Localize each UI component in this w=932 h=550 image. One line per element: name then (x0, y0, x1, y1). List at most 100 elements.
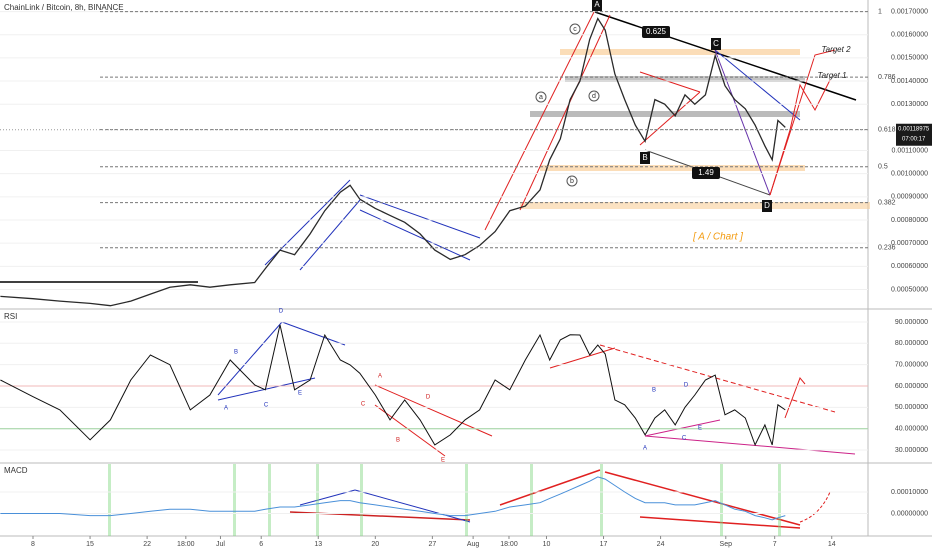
y-tick-label: 0.00130000 (891, 101, 928, 108)
y-tick-label: 0.00090000 (891, 194, 928, 201)
annotation: D (684, 383, 689, 389)
y-tick-label: 0.00140000 (891, 78, 928, 85)
x-tick-label: 20 (371, 541, 379, 548)
highlight (720, 464, 723, 536)
projection (769, 49, 836, 196)
y-tick-label: 0.00050000 (891, 286, 928, 293)
y-tick-label: 80.000000 (895, 340, 928, 347)
annotation: [ A / Chart ] (692, 232, 743, 243)
trend-line (217, 321, 283, 396)
trend-line (374, 384, 493, 437)
trend-line (299, 199, 361, 271)
annotation: B (642, 153, 647, 162)
fib-label: 0.236 (878, 245, 896, 252)
x-tick-label: 22 (143, 541, 151, 548)
y-tick-label: 40.000000 (895, 426, 928, 433)
y-tick-label: 90.000000 (895, 319, 928, 326)
series-line (0, 324, 786, 447)
x-tick-label: Sep (720, 541, 733, 548)
annotation: a (539, 94, 543, 101)
y-tick-label: 0.00000000 (891, 510, 928, 517)
x-tick-label: 8 (31, 541, 35, 548)
series-line (0, 476, 786, 521)
label-circle (566, 175, 578, 187)
annotation: E (298, 391, 302, 397)
annotation: A (643, 446, 647, 452)
x-tick-label: 7 (773, 541, 777, 548)
highlight (233, 464, 236, 536)
x-tick-label: 18:00 (500, 541, 518, 548)
y-tick-label: 0.00080000 (891, 217, 928, 224)
series-line (0, 17, 786, 307)
annotation: C (713, 39, 719, 48)
projection (769, 79, 831, 196)
annotation: D (426, 395, 431, 401)
y-tick-label: 0.00070000 (891, 240, 928, 247)
panel-title: RSI (4, 312, 17, 321)
annotation: 0.625 (646, 27, 667, 36)
y-tick-label: 0.00100000 (891, 171, 928, 178)
trend-line (594, 11, 857, 101)
annotation: A (594, 0, 600, 9)
highlight (465, 464, 468, 536)
highlight (268, 464, 271, 536)
panel-title: MACD (4, 466, 28, 475)
x-tick-label: 15 (86, 541, 94, 548)
x-tick-label: 10 (543, 541, 551, 548)
label-box (692, 167, 720, 179)
trend-line (217, 377, 316, 401)
trend-line (359, 209, 471, 261)
label-box (642, 26, 670, 38)
trend-line (604, 471, 801, 526)
label-circle (588, 90, 600, 102)
x-tick-label: 13 (314, 541, 322, 548)
last-price-box (896, 123, 932, 146)
trend-line (714, 49, 771, 196)
annotation: Target 2 (821, 45, 851, 54)
annotation: d (592, 93, 596, 100)
projection (784, 377, 806, 419)
y-tick-label: 70.000000 (895, 361, 928, 368)
x-tick-label: Jul (216, 541, 225, 548)
y-tick-label: 60.000000 (895, 383, 928, 390)
annotation: B (652, 388, 656, 394)
highlight (778, 464, 781, 536)
highlight (530, 464, 533, 536)
last-price-label: 0.00118975 (898, 126, 930, 132)
x-tick-label: 27 (428, 541, 436, 548)
trend-line (519, 14, 611, 211)
x-tick-label: Aug (467, 541, 480, 548)
trend-line (714, 49, 801, 121)
annotation: A (378, 374, 382, 380)
trend-line (281, 321, 346, 346)
trend-line (499, 469, 601, 506)
label-circle (569, 23, 581, 35)
x-tick-label: 24 (657, 541, 665, 548)
annotation: D (764, 201, 770, 210)
y-tick-label: 0.00150000 (891, 55, 928, 62)
countdown: 07:00:17 (902, 136, 926, 142)
highlights (108, 464, 781, 536)
projection (799, 491, 831, 523)
trend-line (639, 516, 801, 529)
y-tick-label: 30.000000 (895, 447, 928, 454)
trend-line (644, 419, 721, 437)
x-tick-label: 17 (600, 541, 608, 548)
zone (530, 111, 800, 117)
x-tick-label: 6 (259, 541, 263, 548)
annotation: B (234, 350, 238, 356)
fib-label: 0.618 (878, 127, 896, 134)
trend-line (299, 489, 356, 506)
fib-label: 1 (878, 8, 882, 15)
highlight (108, 464, 111, 536)
y-tick-label: 0.00160000 (891, 32, 928, 39)
annotation: E (698, 426, 702, 432)
y-tick-label: 0.00110000 (892, 147, 929, 154)
label-box (640, 152, 650, 164)
annotation: C (264, 403, 269, 409)
drawings (217, 9, 857, 529)
x-tick-label: 18:00 (177, 541, 195, 548)
annotation: c (573, 26, 577, 33)
